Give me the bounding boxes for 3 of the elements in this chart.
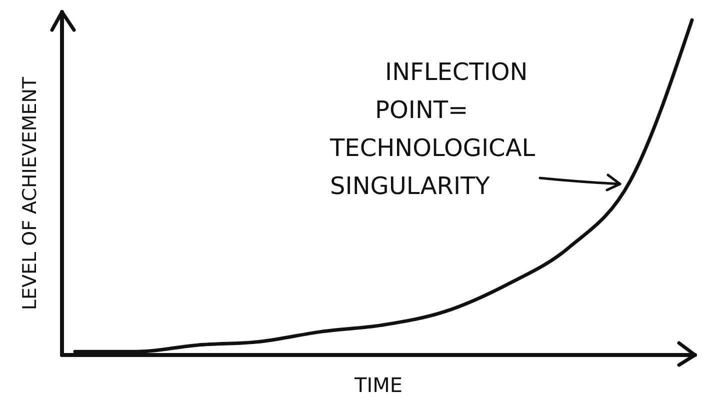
x-axis-title: TIME [353, 373, 403, 397]
y-axis-title: LEVEL OF ACHIEVEMENT [19, 76, 41, 310]
annotation: INFLECTION POINT= TECHNOLOGICAL SINGULARITY [329, 58, 536, 200]
